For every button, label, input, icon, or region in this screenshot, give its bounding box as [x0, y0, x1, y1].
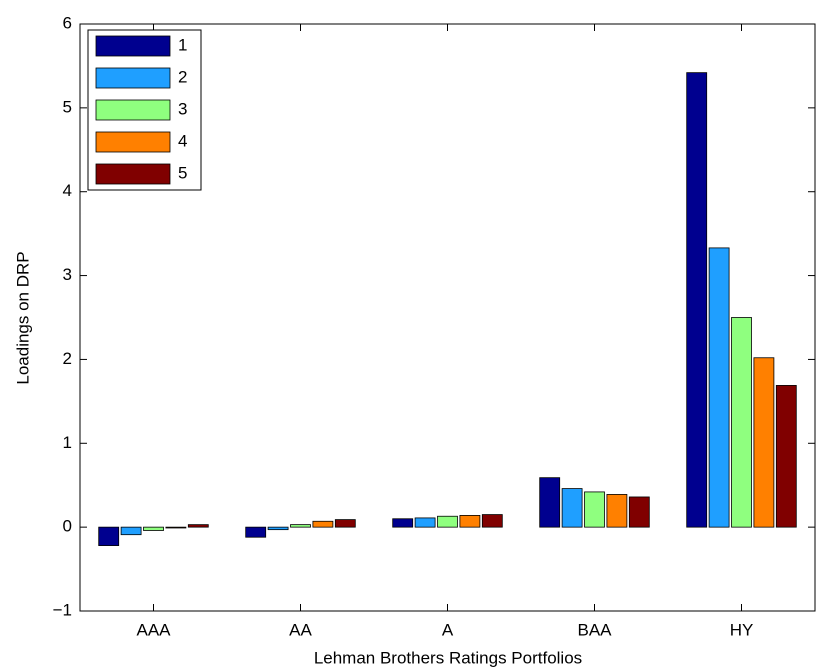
x-tick-label: HY — [730, 620, 754, 639]
legend-swatch — [95, 99, 171, 121]
bar — [539, 477, 561, 528]
bar — [437, 515, 458, 528]
x-tick-label: AA — [289, 620, 312, 639]
y-tick-label: 5 — [63, 97, 72, 116]
bar — [267, 526, 289, 531]
bar — [98, 526, 120, 546]
y-tick-label: 2 — [63, 349, 72, 368]
legend-swatch — [95, 163, 171, 185]
bar — [392, 518, 414, 528]
bar — [143, 526, 164, 531]
legend-swatch — [95, 35, 171, 57]
legend-label: 5 — [178, 163, 187, 182]
y-tick-label: 4 — [63, 181, 72, 200]
x-tick-label: BAA — [577, 620, 612, 639]
bar — [561, 488, 583, 528]
bar — [459, 515, 481, 528]
bar — [481, 514, 503, 528]
legend-swatch — [95, 67, 171, 89]
bar — [686, 72, 708, 528]
bar — [334, 519, 356, 528]
bar — [606, 494, 628, 528]
legend-label: 4 — [178, 131, 187, 150]
bar — [414, 517, 436, 528]
bar — [165, 526, 187, 529]
y-axis-label: Loadings on DRP — [13, 251, 32, 384]
y-tick-label: 3 — [63, 265, 72, 284]
bar — [753, 357, 775, 528]
legend-label: 2 — [178, 67, 187, 86]
y-tick-label: −1 — [53, 600, 72, 619]
x-axis-label: Lehman Brothers Ratings Portfolios — [314, 648, 582, 667]
bar — [245, 526, 267, 538]
legend-label: 3 — [178, 99, 187, 118]
bar — [775, 385, 797, 528]
legend-label: 1 — [178, 35, 187, 54]
x-tick-label: A — [442, 620, 454, 639]
bar — [628, 496, 650, 528]
legend-swatch — [95, 131, 171, 153]
bar — [312, 520, 334, 528]
bar — [708, 247, 730, 528]
bar — [120, 526, 142, 536]
y-tick-label: 0 — [63, 517, 72, 536]
bar — [290, 524, 311, 528]
y-tick-label: 1 — [63, 433, 72, 452]
y-tick-label: 6 — [63, 13, 72, 32]
bar — [731, 317, 752, 528]
bar — [187, 524, 209, 528]
x-tick-label: AAA — [136, 620, 171, 639]
bar — [584, 491, 605, 528]
